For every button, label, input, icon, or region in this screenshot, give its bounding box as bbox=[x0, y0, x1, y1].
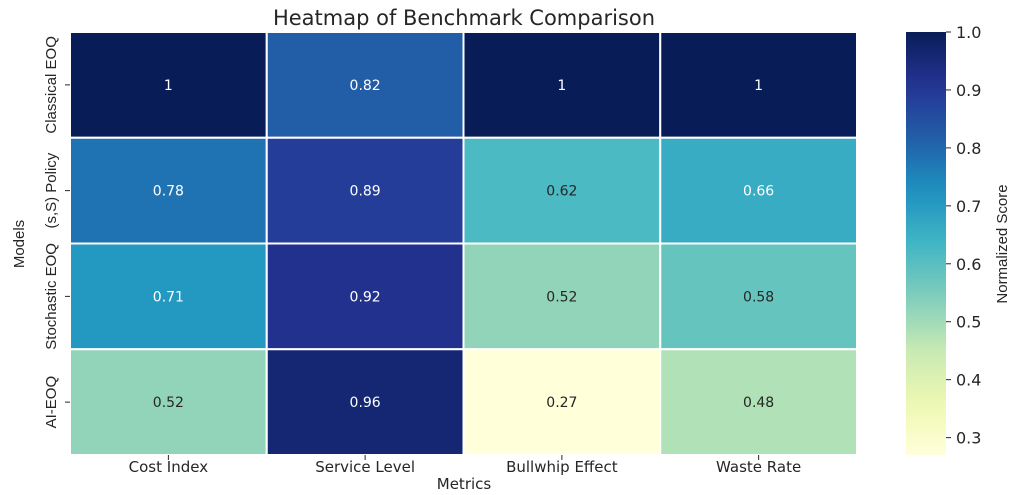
colorbar-tick-label: 0.3 bbox=[956, 429, 981, 448]
colorbar-label: Normalized Score bbox=[994, 184, 1011, 303]
y-tick-label: AI-EOQ bbox=[43, 376, 60, 429]
cell-annotation: 0.89 bbox=[350, 184, 381, 200]
x-tick-label: Cost Index bbox=[129, 458, 209, 476]
cell-annotation: 1 bbox=[754, 78, 763, 94]
colorbar bbox=[906, 32, 946, 455]
cell-annotation: 0.58 bbox=[743, 289, 774, 305]
cell-annotation: 0.52 bbox=[153, 395, 184, 411]
heatmap-cell bbox=[659, 348, 858, 456]
colorbar-tick-label: 0.5 bbox=[956, 313, 981, 332]
cell-annotation: 0.82 bbox=[350, 78, 381, 94]
cell-annotation: 0.52 bbox=[546, 289, 577, 305]
colorbar-ticks: 1.0 0.9 0.8 0.7 0.6 0.5 0.4 0.3 bbox=[946, 23, 981, 448]
chart-title: Heatmap of Benchmark Comparison bbox=[273, 6, 655, 30]
heatmap-cell bbox=[659, 31, 858, 139]
cell-annotation: 0.78 bbox=[153, 184, 184, 200]
heatmap-cell bbox=[659, 136, 858, 245]
y-tick-label: (s,S) Policy bbox=[43, 152, 60, 228]
x-axis-ticks: Cost Index Service Level Bullwhip Effect Wa… bbox=[129, 455, 801, 476]
colorbar-tick-label: 0.7 bbox=[956, 197, 981, 216]
x-tick-label: Waste Rate bbox=[716, 458, 801, 476]
y-axis-ticks: Classical EOQ (s,S) Policy Stochastic EOQ A… bbox=[43, 36, 70, 428]
heatmap-cell bbox=[69, 31, 268, 139]
cell-annotation: 0.62 bbox=[546, 184, 577, 200]
cell-annotation: 0.92 bbox=[350, 289, 381, 305]
y-tick-label: Stochastic EOQ bbox=[43, 243, 60, 350]
cell-annotation: 1 bbox=[164, 78, 173, 94]
colorbar-tick-label: 0.6 bbox=[956, 255, 981, 274]
cell-annotation: 0.48 bbox=[743, 395, 774, 411]
colorbar-tick-label: 0.8 bbox=[956, 139, 981, 158]
colorbar-tick-label: 0.9 bbox=[956, 81, 981, 100]
heatmap-cell bbox=[659, 242, 858, 351]
cell-annotation: 1 bbox=[557, 78, 566, 94]
y-axis-label: Models bbox=[11, 220, 28, 268]
heatmap-cell bbox=[265, 242, 465, 351]
heatmap-cells: 1 0.82 1 1 0.78 0.89 0.62 0.66 0.71 0.92 0.52 0.58 0… bbox=[69, 31, 858, 456]
heatmap-cell bbox=[265, 31, 465, 139]
y-tick-label: Classical EOQ bbox=[43, 36, 60, 134]
heatmap-cell bbox=[265, 348, 465, 456]
x-tick-label: Bullwhip Effect bbox=[506, 458, 618, 476]
x-axis-label: Metrics bbox=[437, 475, 492, 493]
cell-annotation: 0.66 bbox=[743, 184, 774, 200]
colorbar-tick-label: 1.0 bbox=[956, 23, 981, 42]
cell-annotation: 0.71 bbox=[153, 289, 184, 305]
x-tick-label: Service Level bbox=[315, 458, 415, 476]
heatmap-cell bbox=[265, 136, 465, 245]
cell-annotation: 0.27 bbox=[546, 395, 577, 411]
heatmap-cell bbox=[462, 31, 662, 139]
colorbar-tick-label: 0.4 bbox=[956, 371, 981, 390]
cell-annotation: 0.96 bbox=[350, 395, 381, 411]
